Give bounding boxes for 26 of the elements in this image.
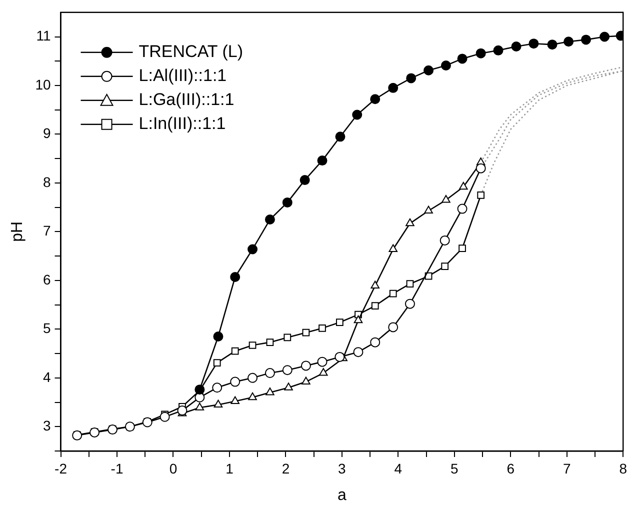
y-tick-label: 4 — [42, 368, 51, 385]
x-tick-label: 8 — [619, 460, 628, 476]
x-axis-title: a — [337, 486, 346, 504]
x-tick-label: 7 — [562, 460, 571, 476]
y-tick-label: 7 — [42, 222, 51, 239]
y-tick-label: 9 — [42, 125, 51, 142]
x-tick-label: 1 — [226, 460, 234, 476]
y-tick-label: 8 — [42, 174, 51, 190]
legend-label: L:Al(III)::1:1 — [138, 66, 227, 86]
x-tick-label: 6 — [506, 460, 515, 476]
x-tick-label: -1 — [110, 460, 124, 476]
x-tick-label: -2 — [54, 460, 68, 476]
y-tick-label: 11 — [36, 28, 51, 44]
x-tick-label: 5 — [450, 460, 459, 476]
x-tick-label: 3 — [338, 460, 346, 476]
x-tick-label: 0 — [169, 460, 178, 476]
y-tick-label: 3 — [42, 417, 51, 434]
y-tick-label: 6 — [42, 271, 51, 288]
y-tick-label: 5 — [42, 320, 51, 336]
x-tick-label: 4 — [394, 460, 402, 476]
y-axis-title: pH — [9, 221, 26, 242]
legend-label: TRENCAT (L) — [138, 42, 243, 62]
x-tick-label: 2 — [282, 460, 290, 476]
legend-label: L:In(III)::1:1 — [138, 114, 226, 134]
legend-label: L:Ga(III)::1:1 — [138, 90, 234, 110]
y-tick-label: 10 — [35, 76, 51, 92]
